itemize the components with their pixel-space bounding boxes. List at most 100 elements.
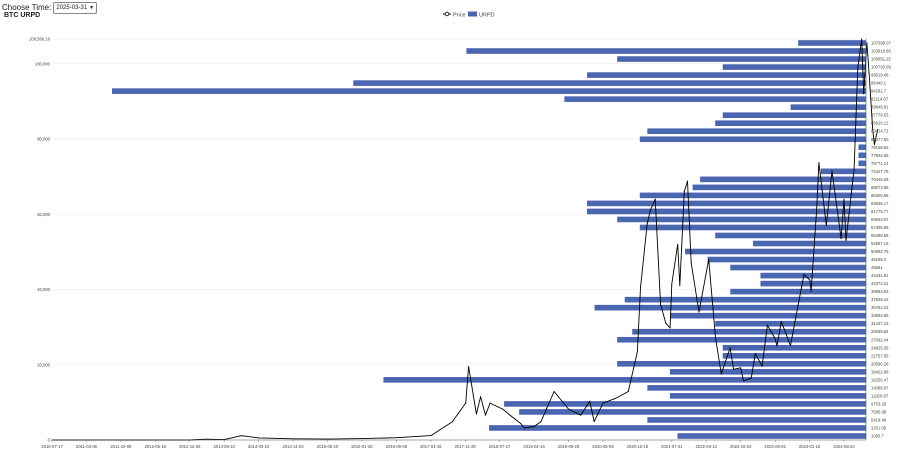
x-tick-label: 2016-01-30 (351, 444, 373, 449)
x-tick-label: 2013-08-10 (213, 444, 235, 449)
urpd-level-label: 45661 (871, 265, 883, 270)
price-point (720, 373, 722, 375)
price-point (818, 162, 820, 164)
urpd-bar (647, 385, 866, 391)
price-point (430, 435, 432, 437)
x-tick-label: 2014-03-23 (248, 444, 270, 449)
x-tick-label: 2018-07-27 (489, 444, 511, 449)
legend-price-label[interactable]: Price (453, 13, 466, 19)
urpd-bar (700, 176, 866, 183)
price-point (873, 144, 875, 146)
urpd-level-label: 50592.75 (871, 249, 889, 254)
price-point (489, 402, 491, 404)
urpd-level-label: 95440.1 (871, 81, 887, 86)
urpd-level-label: 70445.26 (871, 177, 889, 182)
chart-legend: Price URPD (443, 11, 495, 19)
urpd-level-label: 68073.96 (871, 185, 889, 190)
price-point (816, 209, 818, 211)
urpd-level-label: 107398.07 (871, 41, 891, 46)
legend-price-marker (444, 11, 450, 17)
price-point (468, 366, 470, 368)
price-line (52, 38, 879, 441)
price-point (729, 347, 731, 349)
price-point (780, 320, 782, 322)
x-tick-label: 2014-11-03 (282, 444, 304, 449)
x-tick-label: 2021-07-31 (661, 444, 683, 449)
price-point (520, 422, 522, 424)
urpd-bar (504, 401, 866, 407)
price-point (589, 400, 591, 402)
urpd-bar (790, 104, 866, 110)
urpd-level-label: 31427.23 (871, 321, 889, 326)
urpd-level-label: 35762.22 (871, 305, 889, 310)
price-point (465, 402, 467, 404)
urpd-bar (715, 232, 866, 239)
price-point (877, 129, 879, 131)
price-point (451, 421, 453, 423)
axes (52, 39, 867, 441)
x-tick-label: 2019-09-28 (558, 444, 580, 449)
urpd-level-label: 20590.26 (871, 361, 889, 366)
urpd-bar (383, 377, 866, 383)
price-point (863, 93, 865, 95)
price-point (754, 352, 756, 354)
price-point (533, 425, 535, 427)
price-point (690, 262, 692, 264)
urpd-bar (639, 224, 866, 231)
urpd-bar (722, 352, 866, 359)
date-select[interactable]: 2025-03-31 ▼ (53, 2, 98, 14)
urpd-level-label: 3251.09 (871, 425, 887, 430)
urpd-bar (594, 304, 866, 311)
urpd-bar (858, 160, 866, 167)
price-point (776, 345, 778, 347)
urpd-bar (587, 72, 866, 78)
y-tick-label: 60,000 (37, 212, 50, 217)
price-point (475, 413, 477, 415)
urpd-bar (669, 312, 866, 319)
price-point (654, 198, 656, 200)
price-point (766, 324, 768, 326)
x-tick-label: 2023-06-02 (764, 444, 786, 449)
price-point (679, 285, 681, 287)
price-point (328, 438, 330, 440)
price-point (660, 304, 662, 306)
price-point (665, 322, 667, 324)
price-point (677, 243, 679, 245)
x-tick-label: 2024-01-15 (799, 444, 821, 449)
urpd-level-label: 29259.84 (871, 329, 889, 334)
y-tick-label: 40,000 (37, 287, 50, 292)
urpd-bar (798, 40, 866, 46)
price-point (292, 438, 294, 440)
urpd-level-label: 39993.83 (871, 289, 889, 294)
price-point (509, 415, 511, 417)
urpd-bar (760, 272, 866, 279)
urpd-bar (722, 112, 866, 118)
urpd-level-label: 92114.07 (871, 97, 889, 102)
urpd-bar (669, 393, 866, 399)
urpd-level-label: 9753.28 (871, 401, 887, 406)
price-point (669, 327, 671, 329)
urpd-level-label: 59653.57 (871, 217, 889, 222)
x-tick-label: 2022-10-22 (730, 444, 752, 449)
price-point (742, 380, 744, 382)
price-point (698, 311, 700, 313)
legend-urpd-label[interactable]: URPD (479, 13, 495, 19)
urpd-level-label: 103918.66 (871, 49, 891, 54)
x-tick-label: 2020-12-19 (627, 444, 649, 449)
price-point (866, 42, 868, 44)
urpd-level-label: 52957.18 (871, 241, 889, 246)
price-point (540, 421, 542, 423)
urpd-level-label: 1083.7 (871, 433, 884, 438)
price-point (502, 408, 504, 410)
urpd-level-label: 55288.58 (871, 233, 889, 238)
urpd-bar (730, 288, 866, 295)
price-point (708, 258, 710, 260)
price-point (750, 377, 752, 379)
urpd-level-label: 61775.77 (871, 209, 889, 214)
price-point (396, 437, 398, 439)
price-point (240, 435, 242, 437)
price-point (614, 398, 616, 400)
urpd-level-label: 63835.17 (871, 201, 889, 206)
urpd-bar (677, 433, 866, 439)
urpd-bar (617, 361, 866, 367)
